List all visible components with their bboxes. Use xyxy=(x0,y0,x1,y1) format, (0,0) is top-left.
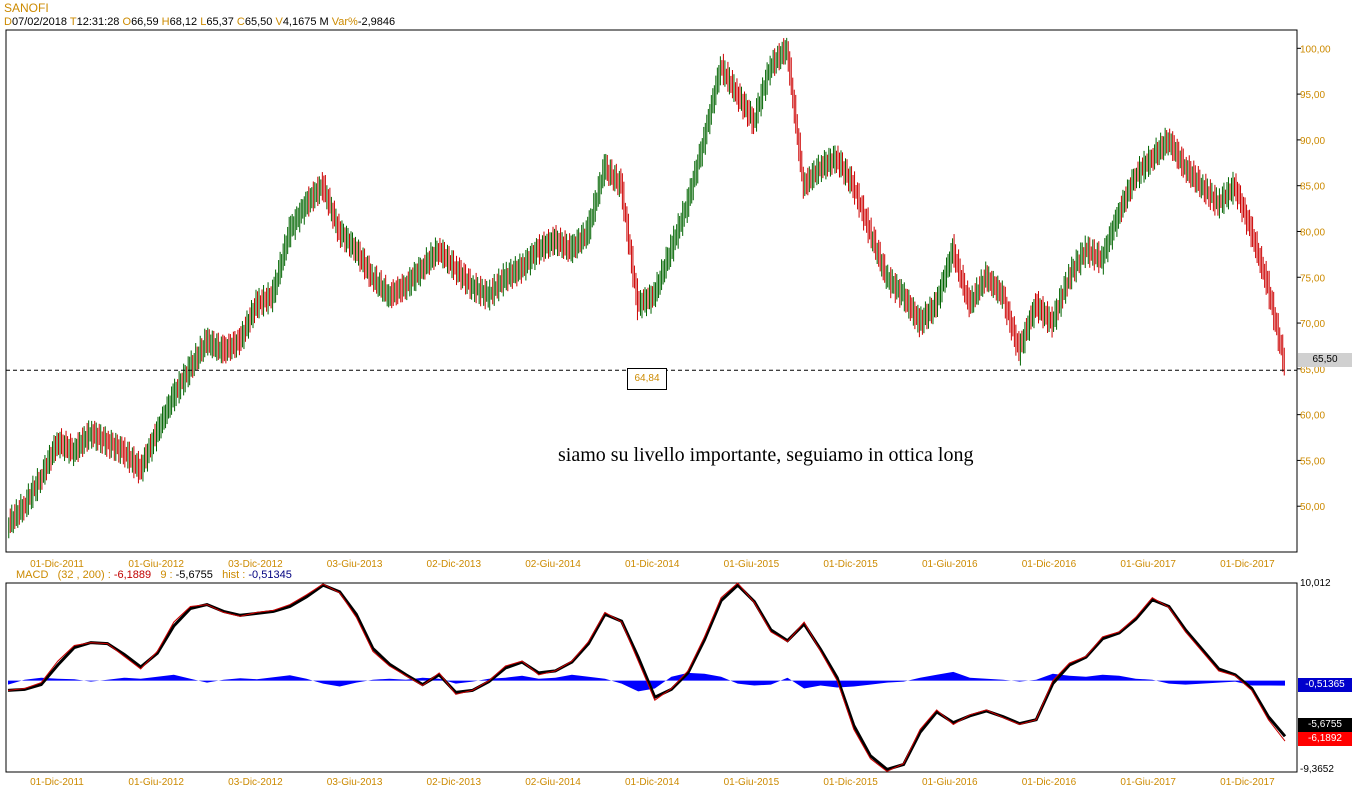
price-x-tick-label: 01-Dic-2015 xyxy=(823,559,878,570)
price-x-tick-label: 02-Dic-2013 xyxy=(427,559,482,570)
macd-name: MACD xyxy=(16,569,49,581)
close-value: 65,50 xyxy=(244,16,273,28)
macd-x-tick-label: 01-Dic-2011 xyxy=(30,777,84,788)
macd-x-tick-label: 01-Giu-2017 xyxy=(1120,777,1176,788)
price-x-tick-label: 01-Dic-2014 xyxy=(625,559,680,570)
signal-label: 9 : xyxy=(160,569,173,581)
support-level-box: 64,84 xyxy=(627,368,667,390)
macd-tag: -6,1892 xyxy=(1298,732,1352,746)
hist-tag: -0,51365 xyxy=(1298,678,1352,692)
macd-x-tick-label: 01-Dic-2016 xyxy=(1022,777,1077,788)
price-x-tick-label: 01-Dic-2011 xyxy=(30,559,84,570)
ohlc-readout: D07/02/2018 T12:31:28 O66,59 H68,12 L65,… xyxy=(4,16,395,28)
price-x-tick-label: 02-Giu-2014 xyxy=(525,559,581,570)
signal-line xyxy=(7,583,1287,772)
time-value: 12:31:28 xyxy=(76,16,120,28)
hist-value: -0,51345 xyxy=(248,569,292,581)
date-label: D xyxy=(4,16,12,28)
high-label: H xyxy=(161,16,170,28)
open-value: 66,59 xyxy=(131,16,159,28)
price-y-tick-label: 65,00 xyxy=(1300,365,1325,376)
price-y-tick-label: 70,00 xyxy=(1300,319,1325,330)
macd-x-tick-label: 03-Giu-2013 xyxy=(327,777,383,788)
open-label: O xyxy=(122,16,132,28)
price-x-axis: 01-Dic-2011 01-Giu-2012 03-Dic-2012 03-Giu-… xyxy=(30,559,1275,570)
high-value: 68,12 xyxy=(169,16,198,28)
macd-params: (32 , 200) : xyxy=(57,569,111,581)
price-y-tick-label: 55,00 xyxy=(1300,456,1325,467)
macd-x-tick-label: 01-Giu-2012 xyxy=(128,777,184,788)
price-y-axis: 100,00 95,00 90,00 85,00 80,00 75,00 70,00 65,0… xyxy=(1297,44,1331,513)
var-value: -2,9846 xyxy=(357,16,396,28)
var-label: Var% xyxy=(331,16,358,28)
price-chart[interactable]: 100,00 95,00 90,00 85,00 80,00 75,00 70,00 65,0… xyxy=(0,0,1352,575)
price-x-tick-label: 03-Giu-2013 xyxy=(327,559,383,570)
price-y-tick-label: 85,00 xyxy=(1300,182,1325,193)
price-y-tick-label: 80,00 xyxy=(1300,227,1325,238)
macd-value: -6,1889 xyxy=(113,569,152,581)
macd-axis-bottom: -9,3652 xyxy=(1300,764,1334,775)
macd-chart[interactable]: 01-Dic-2011 01-Giu-2012 03-Dic-2012 03-Giu-… xyxy=(0,575,1352,800)
price-x-tick-label: 03-Dic-2012 xyxy=(228,559,283,570)
macd-x-tick-label: 02-Giu-2014 xyxy=(525,777,581,788)
macd-axis-top: 10,012 xyxy=(1300,578,1331,589)
last-price-tag: 65,50 xyxy=(1298,353,1352,367)
close-label: C xyxy=(236,16,245,28)
time-label: T xyxy=(69,16,77,28)
signal-value: -5,6755 xyxy=(175,569,213,581)
macd-line xyxy=(7,582,1286,772)
price-y-tick-label: 75,00 xyxy=(1300,273,1325,284)
macd-x-axis: 01-Dic-2011 01-Giu-2012 03-Dic-2012 03-Giu-… xyxy=(30,777,1275,788)
price-x-tick-label: 01-Giu-2017 xyxy=(1120,559,1176,570)
price-y-tick-label: 60,00 xyxy=(1300,411,1325,422)
chart-annotation: siamo su livello importante, seguiamo in… xyxy=(558,444,974,466)
macd-readout: MACD (32 , 200) : -6,1889 9 : -5,6755 hi… xyxy=(16,569,292,581)
price-x-tick-label: 01-Giu-2015 xyxy=(724,559,780,570)
price-candles xyxy=(8,37,1285,539)
macd-x-tick-label: 03-Dic-2012 xyxy=(228,777,283,788)
signal-tag: -5,6755 xyxy=(1298,718,1352,732)
price-x-tick-label: 01-Dic-2016 xyxy=(1022,559,1077,570)
macd-x-tick-label: 01-Giu-2016 xyxy=(922,777,978,788)
price-y-tick-label: 95,00 xyxy=(1300,90,1325,101)
price-x-tick-label: 01-Giu-2016 xyxy=(922,559,978,570)
price-y-tick-label: 100,00 xyxy=(1300,44,1331,55)
macd-x-tick-label: 01-Dic-2015 xyxy=(823,777,878,788)
price-y-tick-label: 90,00 xyxy=(1300,136,1325,147)
price-x-tick-label: 01-Giu-2012 xyxy=(128,559,184,570)
macd-x-tick-label: 01-Dic-2017 xyxy=(1220,777,1275,788)
date-value: 07/02/2018 xyxy=(11,16,68,28)
low-value: 65,37 xyxy=(206,16,234,28)
volume-value: 4,1675 M xyxy=(282,16,329,28)
volume-label: V xyxy=(275,16,283,28)
low-label: L xyxy=(200,16,207,28)
price-y-tick-label: 50,00 xyxy=(1300,502,1325,513)
macd-x-tick-label: 01-Dic-2014 xyxy=(625,777,680,788)
chart-title: SANOFI xyxy=(4,1,49,15)
macd-x-tick-label: 02-Dic-2013 xyxy=(427,777,482,788)
macd-x-tick-label: 01-Giu-2015 xyxy=(724,777,780,788)
hist-label: hist : xyxy=(222,569,246,581)
price-x-tick-label: 01-Dic-2017 xyxy=(1220,559,1275,570)
